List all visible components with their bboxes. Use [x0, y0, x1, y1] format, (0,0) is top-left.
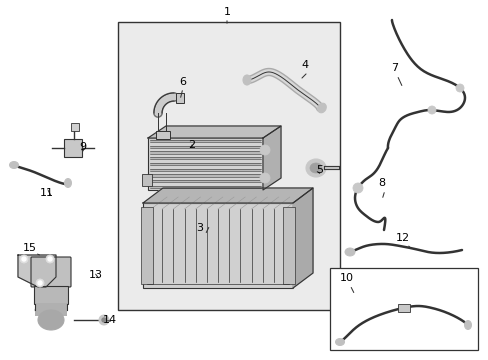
FancyBboxPatch shape — [31, 257, 71, 287]
Bar — [142, 174, 152, 186]
Bar — [148, 138, 263, 190]
Bar — [150, 140, 261, 142]
Circle shape — [260, 173, 269, 183]
Bar — [142, 203, 292, 288]
Bar — [64, 139, 82, 157]
Bar — [150, 186, 261, 188]
Bar — [150, 174, 261, 177]
Circle shape — [260, 145, 269, 155]
Circle shape — [36, 279, 44, 287]
Circle shape — [48, 257, 52, 261]
Polygon shape — [148, 126, 281, 138]
Bar — [156, 131, 170, 139]
Bar — [150, 180, 261, 183]
Ellipse shape — [38, 310, 64, 330]
Ellipse shape — [317, 103, 325, 113]
Text: 12: 12 — [395, 233, 409, 243]
Bar — [71, 123, 79, 131]
Circle shape — [102, 318, 106, 322]
Circle shape — [20, 255, 28, 263]
Polygon shape — [18, 255, 56, 287]
Bar — [150, 157, 261, 159]
Text: 15: 15 — [23, 243, 37, 253]
Ellipse shape — [335, 338, 344, 346]
Polygon shape — [263, 126, 281, 190]
Ellipse shape — [35, 305, 67, 315]
Text: 3: 3 — [196, 223, 203, 233]
Bar — [150, 151, 261, 154]
Bar — [141, 207, 153, 284]
Bar — [176, 93, 183, 103]
Text: 4: 4 — [301, 60, 308, 70]
Text: 7: 7 — [390, 63, 398, 73]
Ellipse shape — [305, 159, 325, 177]
Bar — [150, 145, 261, 148]
Text: 8: 8 — [378, 178, 385, 188]
Text: 9: 9 — [79, 142, 86, 152]
Bar — [283, 207, 294, 284]
Polygon shape — [142, 188, 312, 203]
Circle shape — [38, 281, 42, 285]
Circle shape — [427, 106, 435, 114]
Text: 1: 1 — [223, 7, 230, 17]
Ellipse shape — [243, 75, 250, 85]
Ellipse shape — [464, 320, 470, 329]
Circle shape — [22, 257, 26, 261]
Bar — [34, 286, 68, 304]
Text: 6: 6 — [179, 77, 186, 87]
Ellipse shape — [345, 248, 354, 256]
Circle shape — [99, 315, 109, 325]
Ellipse shape — [9, 162, 19, 168]
Text: 2: 2 — [188, 140, 195, 150]
Circle shape — [352, 183, 362, 193]
Text: 11: 11 — [40, 188, 54, 198]
Bar — [150, 168, 261, 171]
Bar — [329, 268, 477, 350]
Ellipse shape — [309, 163, 321, 173]
Bar — [397, 304, 409, 312]
Polygon shape — [292, 188, 312, 288]
Text: 5: 5 — [316, 165, 323, 175]
Ellipse shape — [64, 179, 71, 188]
Bar — [118, 22, 339, 310]
Circle shape — [455, 84, 463, 92]
Bar — [150, 163, 261, 165]
Text: 14: 14 — [103, 315, 117, 325]
Bar — [35, 304, 67, 316]
Circle shape — [46, 255, 54, 263]
Text: 10: 10 — [339, 273, 353, 283]
Text: 13: 13 — [89, 270, 103, 280]
